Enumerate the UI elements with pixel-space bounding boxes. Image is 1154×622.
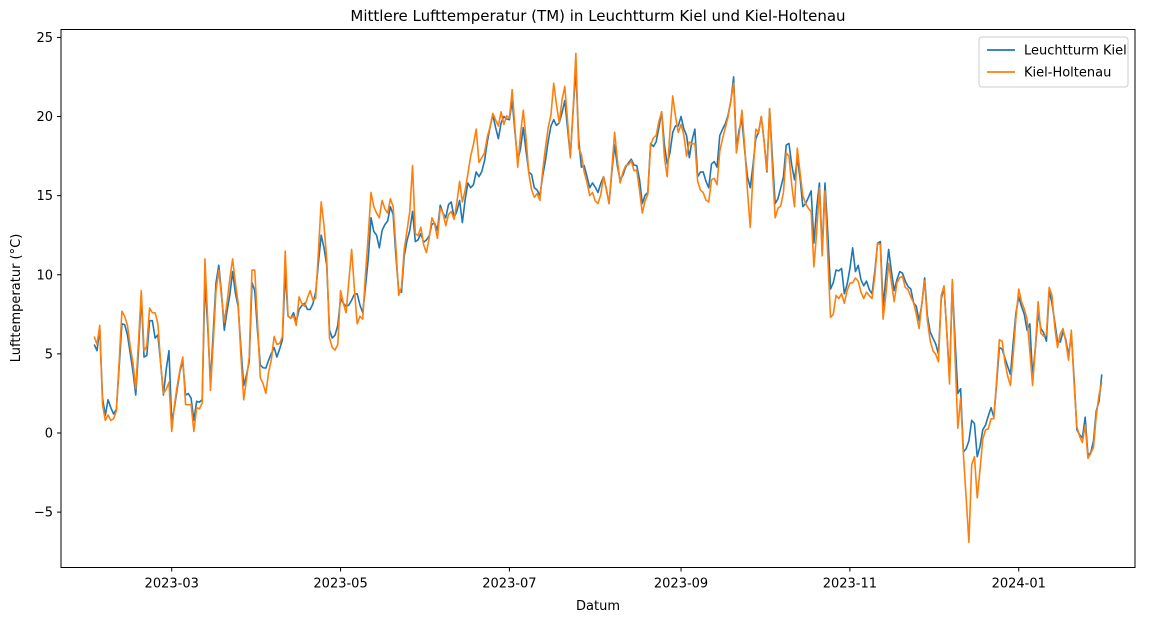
y-tick-label: 25 bbox=[36, 31, 53, 46]
legend-label-leuchtturm-kiel: Leuchtturm Kiel bbox=[1024, 44, 1127, 59]
y-tick-label: 0 bbox=[45, 427, 53, 442]
x-tick-label: 2023-05 bbox=[313, 577, 367, 592]
series-line-leuchtturm-kiel bbox=[93, 68, 1103, 458]
legend: Leuchtturm Kiel Kiel-Holtenau bbox=[978, 36, 1129, 88]
y-tick-label: 5 bbox=[45, 347, 53, 362]
legend-box bbox=[978, 36, 1129, 88]
series-layer bbox=[93, 52, 1103, 543]
plot-area bbox=[60, 29, 1136, 568]
plot-frame bbox=[60, 29, 1136, 568]
x-tick-label: 2023-11 bbox=[823, 577, 877, 592]
x-tick-label: 2024-01 bbox=[992, 577, 1046, 592]
series-line-kiel-holtenau bbox=[93, 52, 1103, 543]
y-axis: −5 0 5 10 15 20 25 bbox=[34, 31, 61, 521]
x-tick-label: 2023-07 bbox=[482, 577, 536, 592]
x-axis: 2023-03 2023-05 2023-07 2023-09 2023-11 2024-… bbox=[145, 567, 1046, 592]
chart-title: Mittlere Lufttemperatur (TM) in Leuchttu… bbox=[350, 7, 845, 25]
y-tick-label: 20 bbox=[36, 110, 53, 125]
x-tick-label: 2023-03 bbox=[145, 577, 199, 592]
y-tick-label: 10 bbox=[36, 268, 53, 283]
y-tick-label: −5 bbox=[34, 506, 53, 521]
legend-label-kiel-holtenau: Kiel-Holtenau bbox=[1024, 66, 1111, 81]
x-tick-label: 2023-09 bbox=[654, 577, 708, 592]
y-axis-title: Lufttemperatur (°C) bbox=[9, 234, 24, 363]
y-tick-label: 15 bbox=[36, 189, 53, 204]
x-axis-title: Datum bbox=[576, 599, 620, 614]
